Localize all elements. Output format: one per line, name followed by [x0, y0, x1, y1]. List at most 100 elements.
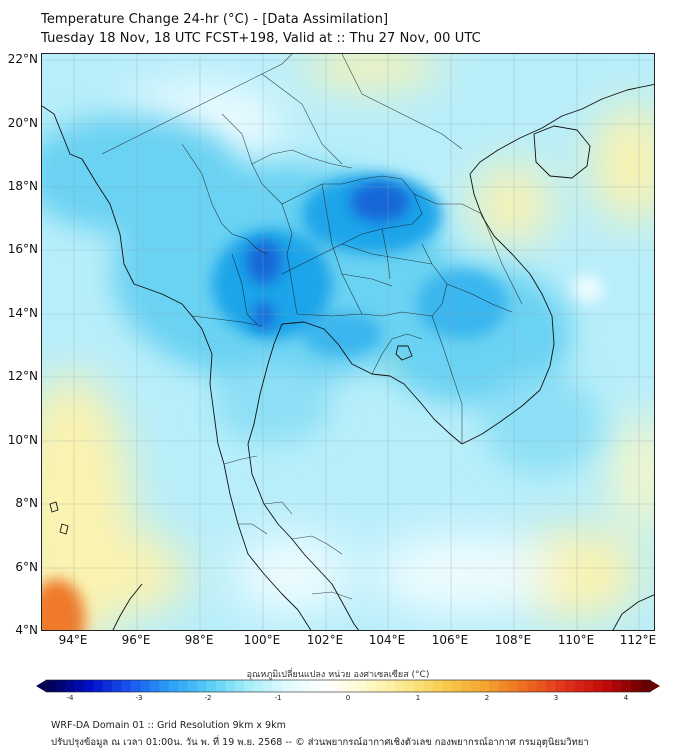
lon-label: 96°E: [121, 633, 151, 647]
colorbar-segment: [357, 680, 368, 692]
colorbar-segment: [215, 680, 226, 692]
lon-label: 102°E: [306, 633, 344, 647]
colorbar-segment: [112, 680, 123, 692]
colorbar-tick: 0: [345, 694, 351, 702]
colorbar-segment: [159, 680, 170, 692]
colorbar-segment: [602, 680, 613, 692]
colorbar-segment: [583, 680, 594, 692]
lat-label: 22°N: [7, 52, 38, 66]
lat-label: 8°N: [15, 496, 38, 510]
lat-label: 20°N: [7, 116, 38, 130]
colorbar-segment: [423, 680, 434, 692]
colorbar-segment: [55, 680, 66, 692]
colorbar-segment: [263, 680, 274, 692]
colorbar-segment: [527, 680, 538, 692]
lat-label: 18°N: [7, 179, 38, 193]
colorbar-segment: [102, 680, 113, 692]
colorbar-segment: [574, 680, 585, 692]
colorbar-segment: [640, 680, 651, 692]
colorbar-segment: [555, 680, 566, 692]
colorbar-max-extend: [650, 680, 660, 692]
colorbar-segment: [83, 680, 94, 692]
colorbar-segment: [565, 680, 576, 692]
map-title: Temperature Change 24-hr (°C) - [Data As…: [41, 12, 389, 27]
colorbar-tick: 2: [484, 694, 490, 702]
colorbar-segment: [149, 680, 160, 692]
province-borders: [101, 54, 523, 600]
colorbar-segment: [621, 680, 632, 692]
colorbar-segment: [319, 680, 330, 692]
colorbar-segment: [234, 680, 245, 692]
lat-label: 6°N: [15, 560, 38, 574]
colorbar-segment: [244, 680, 255, 692]
colorbar-segment: [272, 680, 283, 692]
colorbar-segment: [489, 680, 500, 692]
colorbar-segment: [517, 680, 528, 692]
colorbar-min-extend: [36, 680, 46, 692]
colorbar-title: อุณหภูมิเปลี่ยนแปลง หน่วย องศาเซลเซียส (…: [246, 670, 430, 680]
colorbar-segment: [432, 680, 443, 692]
colorbar-segment: [46, 680, 57, 692]
colorbar-segment: [329, 680, 340, 692]
colorbar-segment: [187, 680, 198, 692]
colorbar-segment: [546, 680, 557, 692]
colorbar-segment: [395, 680, 406, 692]
colorbar-segment: [130, 680, 141, 692]
colorbar-tick: -4: [66, 694, 74, 702]
colorbar-segment: [291, 680, 302, 692]
colorbar-segment: [451, 680, 462, 692]
colorbar-segment: [178, 680, 189, 692]
colorbar-segment: [168, 680, 179, 692]
colorbar: [36, 679, 660, 693]
lon-label: 108°E: [494, 633, 532, 647]
lon-label: 100°E: [243, 633, 281, 647]
colorbar-segment: [536, 680, 547, 692]
lat-label: 12°N: [7, 369, 38, 383]
colorbar-segment: [404, 680, 415, 692]
colorbar-segment: [470, 680, 481, 692]
lon-label: 98°E: [184, 633, 214, 647]
colorbar-segment: [631, 680, 642, 692]
colorbar-segment: [310, 680, 321, 692]
colorbar-segment: [338, 680, 349, 692]
colorbar-segment: [480, 680, 491, 692]
colorbar-tick: 4: [623, 694, 629, 702]
footer-model-info: WRF-DA Domain 01 :: Grid Resolution 9km …: [51, 720, 286, 731]
colorbar-segment: [74, 680, 85, 692]
colorbar-segment: [376, 680, 387, 692]
colorbar-segment: [300, 680, 311, 692]
colorbar-tick: 1: [415, 694, 421, 702]
temperature-change-map: [41, 53, 655, 631]
colorbar-segment: [197, 680, 208, 692]
colorbar-segment: [140, 680, 151, 692]
map-subtitle: Tuesday 18 Nov, 18 UTC FCST+198, Valid a…: [41, 31, 481, 46]
colorbar-tick: -1: [274, 694, 282, 702]
colorbar-segment: [225, 680, 236, 692]
footer-update-info: ปรับปรุงข้อมูล ณ เวลา 01:00น. วัน พ. ที่…: [51, 737, 589, 748]
colorbar-segment: [414, 680, 425, 692]
colorbar-segment: [499, 680, 510, 692]
colorbar-segment: [253, 680, 264, 692]
colorbar-segment: [612, 680, 623, 692]
colorbar-segment: [281, 680, 292, 692]
colorbar-segment: [366, 680, 377, 692]
colorbar-tick: -2: [204, 694, 212, 702]
colorbar-segment: [206, 680, 217, 692]
lon-label: 94°E: [58, 633, 88, 647]
colorbar-segment: [93, 680, 104, 692]
colorbar-segment: [593, 680, 604, 692]
colorbar-segment: [461, 680, 472, 692]
colorbar-segment: [442, 680, 453, 692]
coastlines: [42, 83, 654, 630]
colorbar-segment: [508, 680, 519, 692]
lon-label: 104°E: [368, 633, 406, 647]
colorbar-tick: 3: [553, 694, 559, 702]
lon-label: 110°E: [557, 633, 595, 647]
colorbar-segment: [348, 680, 359, 692]
colorbar-tick: -3: [135, 694, 143, 702]
colorbar-segment: [121, 680, 132, 692]
lon-label: 106°E: [431, 633, 469, 647]
colorbar-segment: [64, 680, 75, 692]
lat-label: 16°N: [7, 242, 38, 256]
colorbar-segment: [385, 680, 396, 692]
